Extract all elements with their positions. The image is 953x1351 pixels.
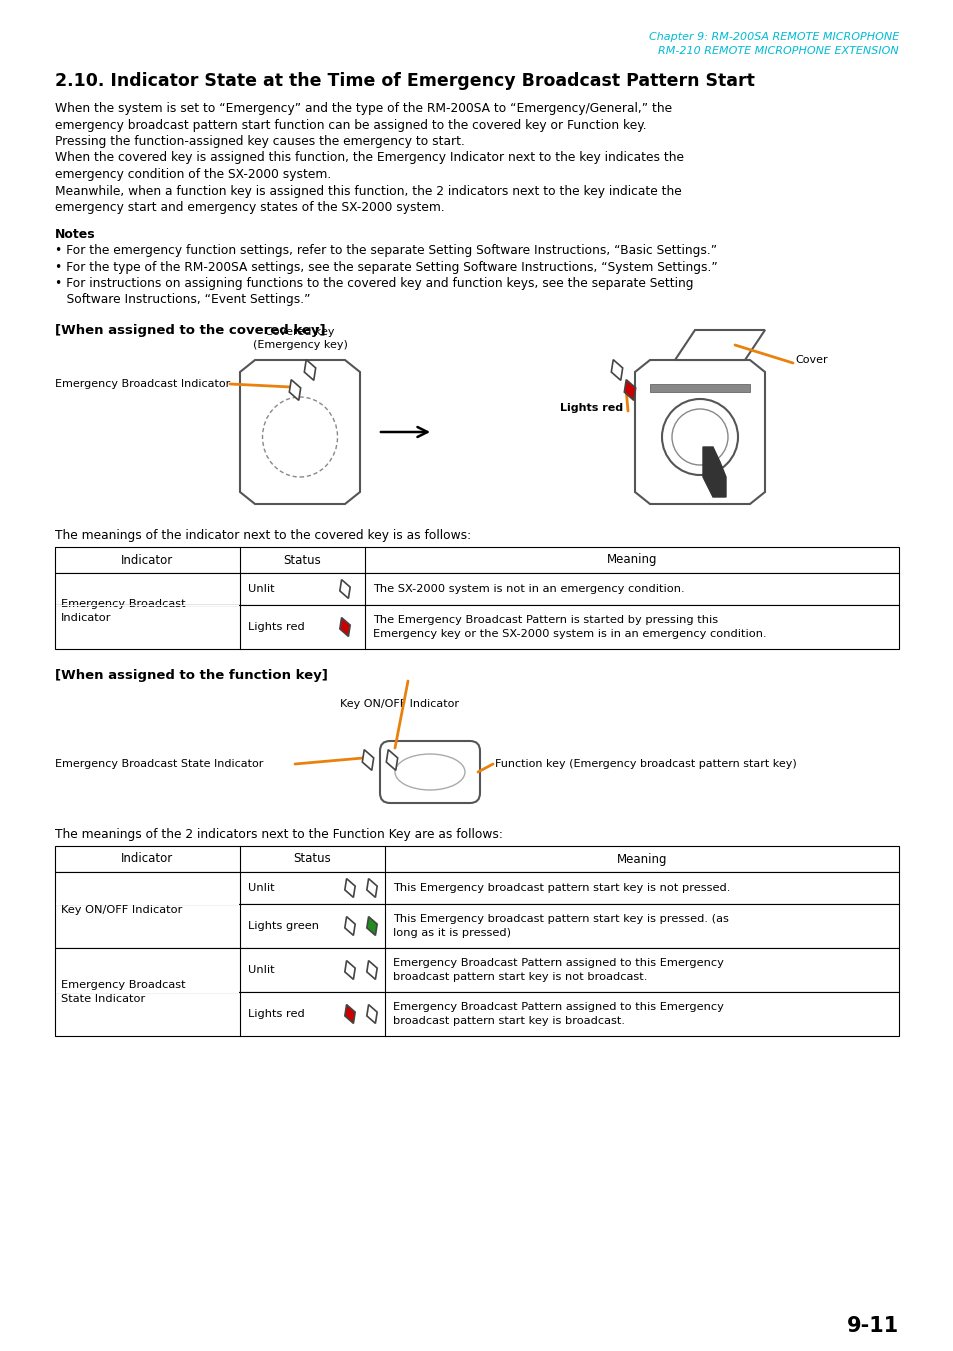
Polygon shape — [386, 750, 397, 770]
Bar — [649, 384, 749, 392]
Text: Software Instructions, “Event Settings.”: Software Instructions, “Event Settings.” — [55, 293, 310, 307]
Text: 2.10. Indicator State at the Time of Emergency Broadcast Pattern Start: 2.10. Indicator State at the Time of Eme… — [55, 72, 754, 91]
Polygon shape — [702, 447, 725, 497]
Polygon shape — [240, 359, 359, 504]
Text: Chapter 9: RM-200SA REMOTE MICROPHONE: Chapter 9: RM-200SA REMOTE MICROPHONE — [648, 32, 898, 42]
Text: Lights red: Lights red — [248, 621, 304, 632]
Text: Key ON/OFF Indicator: Key ON/OFF Indicator — [340, 698, 459, 709]
Text: Emergency Broadcast Pattern assigned to this Emergency
broadcast pattern start k: Emergency Broadcast Pattern assigned to … — [393, 1002, 723, 1025]
Text: Status: Status — [294, 852, 331, 866]
Polygon shape — [344, 961, 355, 979]
Text: Unlit: Unlit — [248, 884, 274, 893]
Ellipse shape — [262, 397, 337, 477]
Text: emergency start and emergency states of the SX-2000 system.: emergency start and emergency states of … — [55, 201, 444, 213]
Text: This Emergency broadcast pattern start key is not pressed.: This Emergency broadcast pattern start k… — [393, 884, 730, 893]
Bar — [55, 871, 898, 904]
Text: When the covered key is assigned this function, the Emergency Indicator next to : When the covered key is assigned this fu… — [55, 151, 683, 165]
Polygon shape — [362, 750, 374, 770]
Text: • For the emergency function settings, refer to the separate Setting Software In: • For the emergency function settings, r… — [55, 245, 717, 257]
Polygon shape — [289, 380, 300, 400]
Text: RM-210 REMOTE MICROPHONE EXTENSION: RM-210 REMOTE MICROPHONE EXTENSION — [658, 46, 898, 55]
Text: 9-11: 9-11 — [846, 1316, 898, 1336]
Polygon shape — [339, 617, 350, 636]
Circle shape — [671, 409, 727, 465]
Polygon shape — [304, 359, 315, 381]
Text: The SX-2000 system is not in an emergency condition.: The SX-2000 system is not in an emergenc… — [373, 584, 684, 594]
Circle shape — [661, 399, 738, 476]
Polygon shape — [367, 878, 376, 897]
Polygon shape — [344, 1005, 355, 1024]
Polygon shape — [339, 580, 350, 598]
Bar — [55, 573, 898, 605]
Text: [When assigned to the covered key]: [When assigned to the covered key] — [55, 324, 325, 336]
Text: Covered key
(Emergency key): Covered key (Emergency key) — [253, 327, 347, 350]
Bar — [55, 605, 898, 648]
Text: Lights green: Lights green — [248, 921, 318, 931]
Text: Emergency Broadcast Pattern assigned to this Emergency
broadcast pattern start k: Emergency Broadcast Pattern assigned to … — [393, 958, 723, 982]
Text: • For the type of the RM-200SA settings, see the separate Setting Software Instr: • For the type of the RM-200SA settings,… — [55, 261, 717, 273]
Polygon shape — [623, 380, 635, 400]
Text: Cover: Cover — [794, 355, 827, 365]
Polygon shape — [344, 916, 355, 935]
Text: Meaning: Meaning — [606, 554, 657, 566]
Text: Emergency Broadcast
Indicator: Emergency Broadcast Indicator — [61, 600, 186, 623]
Text: Emergency Broadcast
State Indicator: Emergency Broadcast State Indicator — [61, 981, 186, 1004]
Text: Function key (Emergency broadcast pattern start key): Function key (Emergency broadcast patter… — [495, 759, 796, 769]
Ellipse shape — [395, 754, 464, 790]
Text: Lights red: Lights red — [559, 403, 622, 413]
Text: When the system is set to “Emergency” and the type of the RM-200SA to “Emergency: When the system is set to “Emergency” an… — [55, 101, 672, 115]
Polygon shape — [367, 961, 376, 979]
Bar — [55, 904, 898, 948]
Bar — [55, 992, 898, 1036]
Text: Meaning: Meaning — [616, 852, 666, 866]
Text: The meanings of the 2 indicators next to the Function Key are as follows:: The meanings of the 2 indicators next to… — [55, 828, 502, 842]
Text: Pressing the function-assigned key causes the emergency to start.: Pressing the function-assigned key cause… — [55, 135, 464, 149]
Text: emergency condition of the SX-2000 system.: emergency condition of the SX-2000 syste… — [55, 168, 331, 181]
Polygon shape — [611, 359, 622, 381]
Text: emergency broadcast pattern start function can be assigned to the covered key or: emergency broadcast pattern start functi… — [55, 119, 646, 131]
Text: Status: Status — [283, 554, 321, 566]
Bar — [55, 948, 898, 992]
Text: Meanwhile, when a function key is assigned this function, the 2 indicators next : Meanwhile, when a function key is assign… — [55, 185, 681, 197]
Text: Unlit: Unlit — [248, 584, 274, 594]
Text: [When assigned to the function key]: [When assigned to the function key] — [55, 669, 328, 682]
Text: • For instructions on assigning functions to the covered key and function keys, : • For instructions on assigning function… — [55, 277, 693, 290]
Text: Notes: Notes — [55, 227, 95, 240]
Polygon shape — [635, 359, 764, 504]
Text: This Emergency broadcast pattern start key is pressed. (as
long as it is pressed: This Emergency broadcast pattern start k… — [393, 915, 728, 938]
Polygon shape — [344, 878, 355, 897]
Text: Unlit: Unlit — [248, 965, 274, 975]
Text: Key ON/OFF Indicator: Key ON/OFF Indicator — [61, 905, 182, 915]
Bar — [55, 547, 898, 573]
Text: Emergency Broadcast State Indicator: Emergency Broadcast State Indicator — [55, 759, 263, 769]
Text: Indicator: Indicator — [121, 554, 173, 566]
Text: Indicator: Indicator — [121, 852, 173, 866]
Polygon shape — [367, 916, 376, 935]
Text: Lights red: Lights red — [248, 1009, 304, 1019]
Bar — [55, 846, 898, 871]
Text: The meanings of the indicator next to the covered key is as follows:: The meanings of the indicator next to th… — [55, 530, 471, 542]
Polygon shape — [675, 330, 764, 359]
Text: Emergency Broadcast Indicator: Emergency Broadcast Indicator — [55, 380, 230, 389]
Text: The Emergency Broadcast Pattern is started by pressing this
Emergency key or the: The Emergency Broadcast Pattern is start… — [373, 616, 766, 639]
Polygon shape — [367, 1005, 376, 1024]
FancyBboxPatch shape — [379, 740, 479, 802]
